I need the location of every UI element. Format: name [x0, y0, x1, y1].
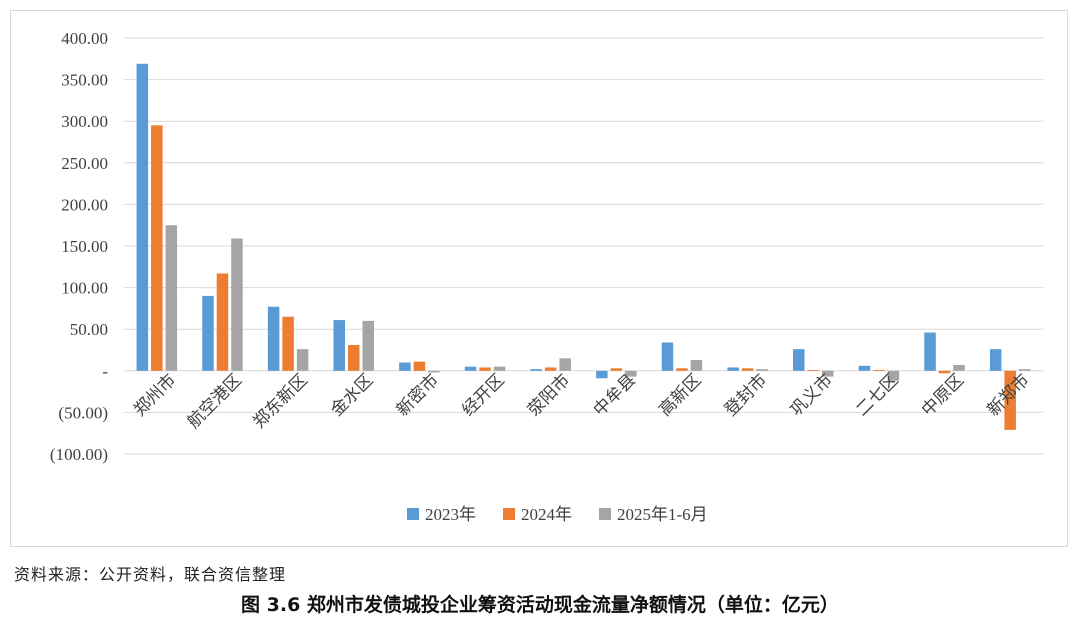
bar	[136, 63, 149, 371]
y-tick-label: 200.00	[61, 195, 108, 214]
bar	[267, 306, 280, 371]
bar	[348, 345, 360, 371]
bar	[202, 295, 214, 371]
bar-chart: 400.00 350.00 300.00 250.00 200.00 150.00 100.…	[50, 29, 1043, 524]
bar	[479, 367, 491, 371]
bar	[493, 366, 506, 371]
y-tick-label: -	[102, 362, 108, 381]
bar	[610, 368, 623, 371]
bar	[887, 370, 900, 381]
y-axis-tick-labels: 400.00 350.00 300.00 250.00 200.00 150.00 100.…	[50, 29, 108, 464]
bar	[544, 367, 557, 371]
bar	[807, 369, 819, 371]
bar	[362, 320, 374, 371]
bar	[741, 368, 754, 371]
y-tick-label: 250.00	[61, 154, 108, 173]
bar	[428, 370, 440, 373]
legend-label: 2025年1-6月	[617, 505, 708, 524]
figure-caption: 图 3.6 郑州市发债城投企业筹资活动现金流量净额情况（单位：亿元）	[241, 594, 839, 616]
bar	[661, 342, 674, 371]
bar	[530, 369, 542, 371]
bar	[625, 370, 637, 377]
bar	[676, 368, 688, 371]
y-tick-label: (100.00)	[50, 445, 108, 464]
bar	[1004, 370, 1016, 430]
x-category-label: 航空港区	[184, 370, 246, 432]
bar	[727, 367, 739, 371]
legend-swatch	[599, 508, 611, 520]
bar	[690, 359, 703, 371]
bar	[989, 349, 1002, 371]
bar	[858, 365, 871, 371]
bar	[231, 238, 243, 371]
legend: 2023年 2024年 2025年1-6月	[407, 505, 708, 524]
bar	[296, 349, 309, 371]
bar	[333, 320, 345, 371]
bar	[399, 362, 411, 371]
bar	[413, 361, 426, 371]
y-tick-label: 100.00	[61, 279, 108, 298]
y-tick-label: 150.00	[61, 237, 108, 256]
y-tick-label: 400.00	[61, 29, 108, 48]
bar	[953, 364, 965, 371]
gridlines	[124, 37, 1043, 455]
y-tick-label: 300.00	[61, 112, 108, 131]
legend-label: 2024年	[521, 505, 572, 524]
bar	[822, 370, 834, 377]
y-tick-label: (50.00)	[58, 403, 108, 422]
legend-swatch	[503, 508, 515, 520]
bar	[756, 369, 768, 371]
bar	[559, 358, 571, 371]
legend-label: 2023年	[425, 505, 476, 524]
bar	[216, 273, 229, 371]
bar	[924, 332, 936, 371]
source-note: 资料来源：公开资料，联合资信整理	[14, 565, 287, 584]
y-tick-label: 350.00	[61, 71, 108, 90]
legend-swatch	[407, 508, 419, 520]
bars	[136, 63, 1031, 430]
bar	[596, 370, 608, 379]
bar	[165, 225, 178, 371]
bar	[873, 369, 885, 371]
bar	[464, 366, 477, 371]
bar	[938, 370, 951, 374]
y-tick-label: 50.00	[70, 320, 108, 339]
chart-frame: 400.00 350.00 300.00 250.00 200.00 150.00 100.…	[10, 10, 1068, 547]
bar	[282, 316, 294, 371]
bar	[1018, 369, 1031, 371]
bar	[793, 349, 805, 371]
x-category-label: 郑东新区	[249, 370, 311, 432]
bar	[151, 125, 163, 371]
